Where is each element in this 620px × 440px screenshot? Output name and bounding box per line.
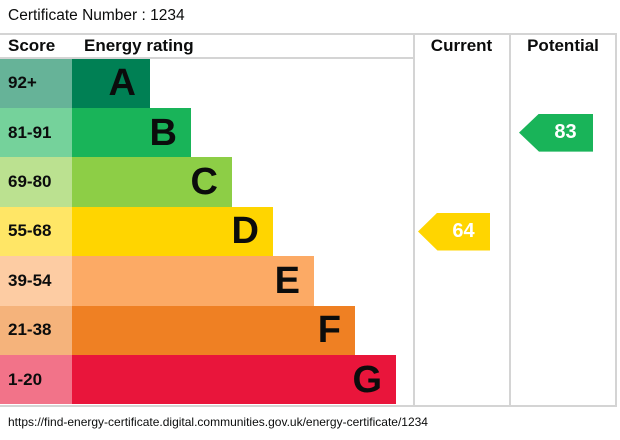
certificate-url: https://find-energy-certificate.digital.… [8,415,428,429]
band-bar-a: A [72,58,150,108]
band-bar-g: G [72,355,396,405]
column-header-score: Score [8,36,56,55]
score-range-c: 69-80 [0,157,72,207]
score-range-e: 39-54 [0,256,72,306]
score-range-f: 21-38 [0,305,72,356]
band-row-e: 39-54 E [0,256,620,306]
band-bar-e: E [72,256,314,306]
band-row-d: 55-68 D [0,206,620,257]
current-rating-value: 64 [452,220,475,242]
column-header-current: Current [430,36,493,55]
band-row-a: 92+ A [0,58,620,108]
table-top-border [0,33,617,35]
column-header-potential: Potential [527,36,599,55]
column-header-energy-rating: Energy rating [84,36,194,55]
band-bar-c: C [72,157,232,207]
band-bar-f: F [72,305,355,356]
score-range-g: 1-20 [0,355,72,405]
band-bar-d: D [72,206,273,257]
band-bar-b: B [72,107,191,158]
divider-current-potential [509,33,511,407]
potential-rating-value: 83 [554,121,577,144]
divider-chart-current [412,33,415,407]
score-range-b: 81-91 [0,107,72,158]
table-right-border [615,33,617,407]
score-range-a: 92+ [0,58,72,108]
band-row-f: 21-38 F [0,305,620,356]
band-row-b: 81-91 B [0,107,620,158]
band-row-g: 1-20 G [0,355,620,405]
rating-bands: 92+ A 81-91 B 69-80 C 55-68 D 39-54 E 21-38 F 1-20 G [0,58,620,405]
certificate-number-title: Certificate Number : 1234 [8,7,185,24]
score-range-d: 55-68 [0,206,72,257]
band-row-c: 69-80 C [0,157,620,207]
header-bottom-border [0,56,414,59]
table-bottom-border [0,404,617,407]
